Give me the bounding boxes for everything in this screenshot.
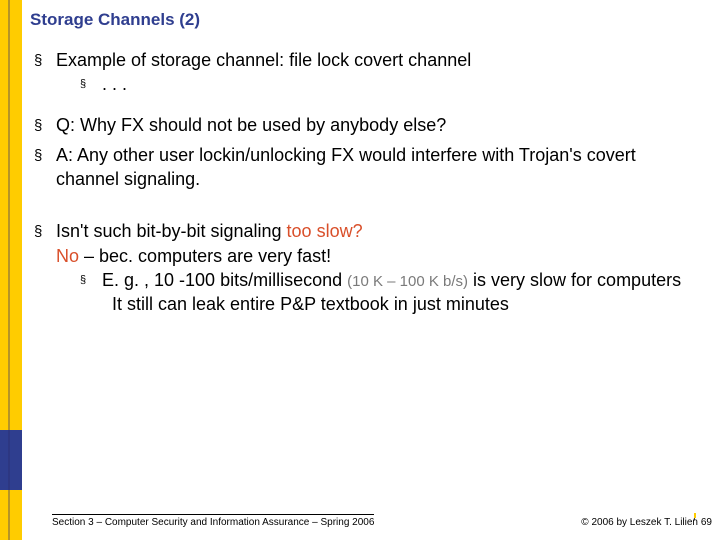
stripe-yellow-top bbox=[0, 0, 22, 430]
bullet-glyph: § bbox=[34, 113, 56, 136]
stripe-dark-line bbox=[8, 0, 10, 540]
stripe-navy-mid bbox=[0, 430, 22, 490]
bullet-item-7: It still can leak entire P&P textbook in… bbox=[112, 292, 694, 316]
bullet-item-2: § Q: Why FX should not be used by anybod… bbox=[34, 113, 694, 137]
bullet-glyph: § bbox=[34, 48, 56, 71]
text-line: A: Any other user lockin/unlocking FX wo… bbox=[56, 143, 694, 192]
text-line: Q: Why FX should not be used by anybody … bbox=[56, 113, 446, 137]
page-number: ' 69 bbox=[693, 517, 712, 528]
footer-left-text: Section 3 – Computer Security and Inform… bbox=[52, 514, 374, 528]
text-accent: No bbox=[56, 246, 79, 266]
bullet-glyph: § bbox=[34, 143, 56, 166]
text-line: It still can leak entire P&P textbook in… bbox=[112, 292, 509, 316]
page-number-value: 69 bbox=[701, 517, 712, 528]
text-fragment: is very slow for computers bbox=[468, 270, 681, 290]
slide-title: Storage Channels (2) bbox=[30, 10, 200, 30]
bullet-glyph: § bbox=[34, 219, 56, 242]
bullet-item-4: § Isn't such bit-by-bit signaling too sl… bbox=[34, 219, 694, 243]
text-accent: too slow? bbox=[287, 221, 363, 241]
slide-content: § Example of storage channel: file lock … bbox=[34, 48, 694, 317]
bullet-glyph: § bbox=[80, 268, 102, 288]
text-dim: (10 K – 100 K b/s) bbox=[347, 273, 468, 290]
bullet-item-1a: § . . . bbox=[80, 72, 694, 96]
bullet-spacer bbox=[34, 244, 56, 247]
text-line: E. g. , 10 -100 bits/millisecond (10 K –… bbox=[102, 268, 681, 292]
text-fragment: Isn't such bit-by-bit signaling bbox=[56, 221, 287, 241]
bullet-item-5: No – bec. computers are very fast! bbox=[34, 244, 694, 268]
bullet-item-1: § Example of storage channel: file lock … bbox=[34, 48, 694, 72]
left-accent-stripe bbox=[0, 0, 22, 540]
slide: Storage Channels (2) § Example of storag… bbox=[0, 0, 720, 540]
stripe-yellow-bottom bbox=[0, 490, 22, 540]
footer-right-text: © 2006 by Leszek T. Lilien bbox=[581, 517, 698, 528]
text-line: No – bec. computers are very fast! bbox=[56, 244, 331, 268]
text-line: . . . bbox=[102, 72, 127, 96]
bullet-item-3: § A: Any other user lockin/unlocking FX … bbox=[34, 143, 694, 192]
text-fragment: E. g. , 10 -100 bits/millisecond bbox=[102, 270, 347, 290]
bullet-item-6: § E. g. , 10 -100 bits/millisecond (10 K… bbox=[80, 268, 694, 292]
text-line: Isn't such bit-by-bit signaling too slow… bbox=[56, 219, 363, 243]
text-fragment: – bec. computers are very fast! bbox=[79, 246, 331, 266]
text-line: Example of storage channel: file lock co… bbox=[56, 48, 471, 72]
slide-footer: Section 3 – Computer Security and Inform… bbox=[52, 514, 698, 528]
bullet-glyph: § bbox=[80, 72, 102, 92]
page-marker: ' bbox=[693, 517, 695, 528]
